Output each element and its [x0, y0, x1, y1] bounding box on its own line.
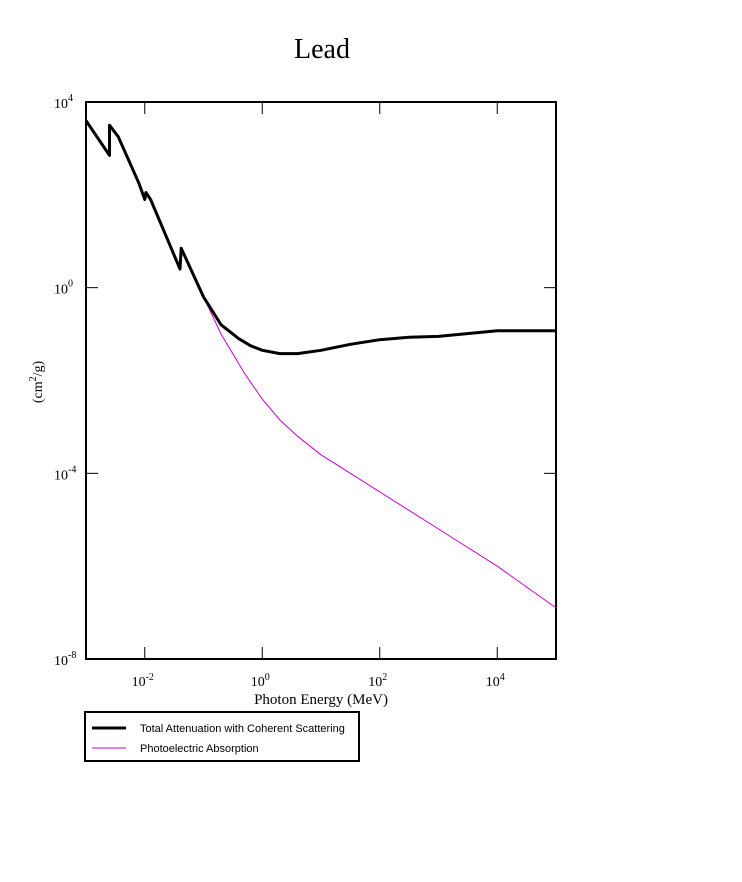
tick-marks: [86, 101, 556, 660]
y-tick-label: 104: [54, 93, 73, 112]
tick-labels: 10-2 100 102 104 104 100 10-4 10-8: [54, 93, 505, 690]
x-tick-label: 102: [368, 672, 387, 690]
x-tick-label: 104: [486, 672, 505, 690]
series-line-total-attenuation: [84, 119, 556, 356]
legend-box: [84, 711, 360, 762]
legend-label-total: Total Attenuation with Coherent Scatteri…: [140, 723, 345, 735]
x-tick-label: 10-2: [132, 672, 154, 690]
legend-label-photoelectric: Photoelectric Absorption: [140, 743, 259, 755]
y-tick-label: 100: [54, 279, 73, 298]
y-tick-label: 10-8: [54, 650, 76, 669]
series-line-photoelectric: [85, 120, 557, 609]
x-tick-label: 100: [251, 672, 270, 690]
plot-frame: [85, 101, 557, 660]
y-axis-label: (cm2/g): [28, 361, 46, 404]
chart-title: Lead: [294, 34, 350, 65]
series-layer: [84, 119, 557, 609]
legend: Total Attenuation with Coherent Scatteri…: [84, 711, 360, 762]
y-tick-label: 10-4: [54, 464, 76, 483]
x-axis-label: Photon Energy (MeV): [254, 692, 388, 708]
